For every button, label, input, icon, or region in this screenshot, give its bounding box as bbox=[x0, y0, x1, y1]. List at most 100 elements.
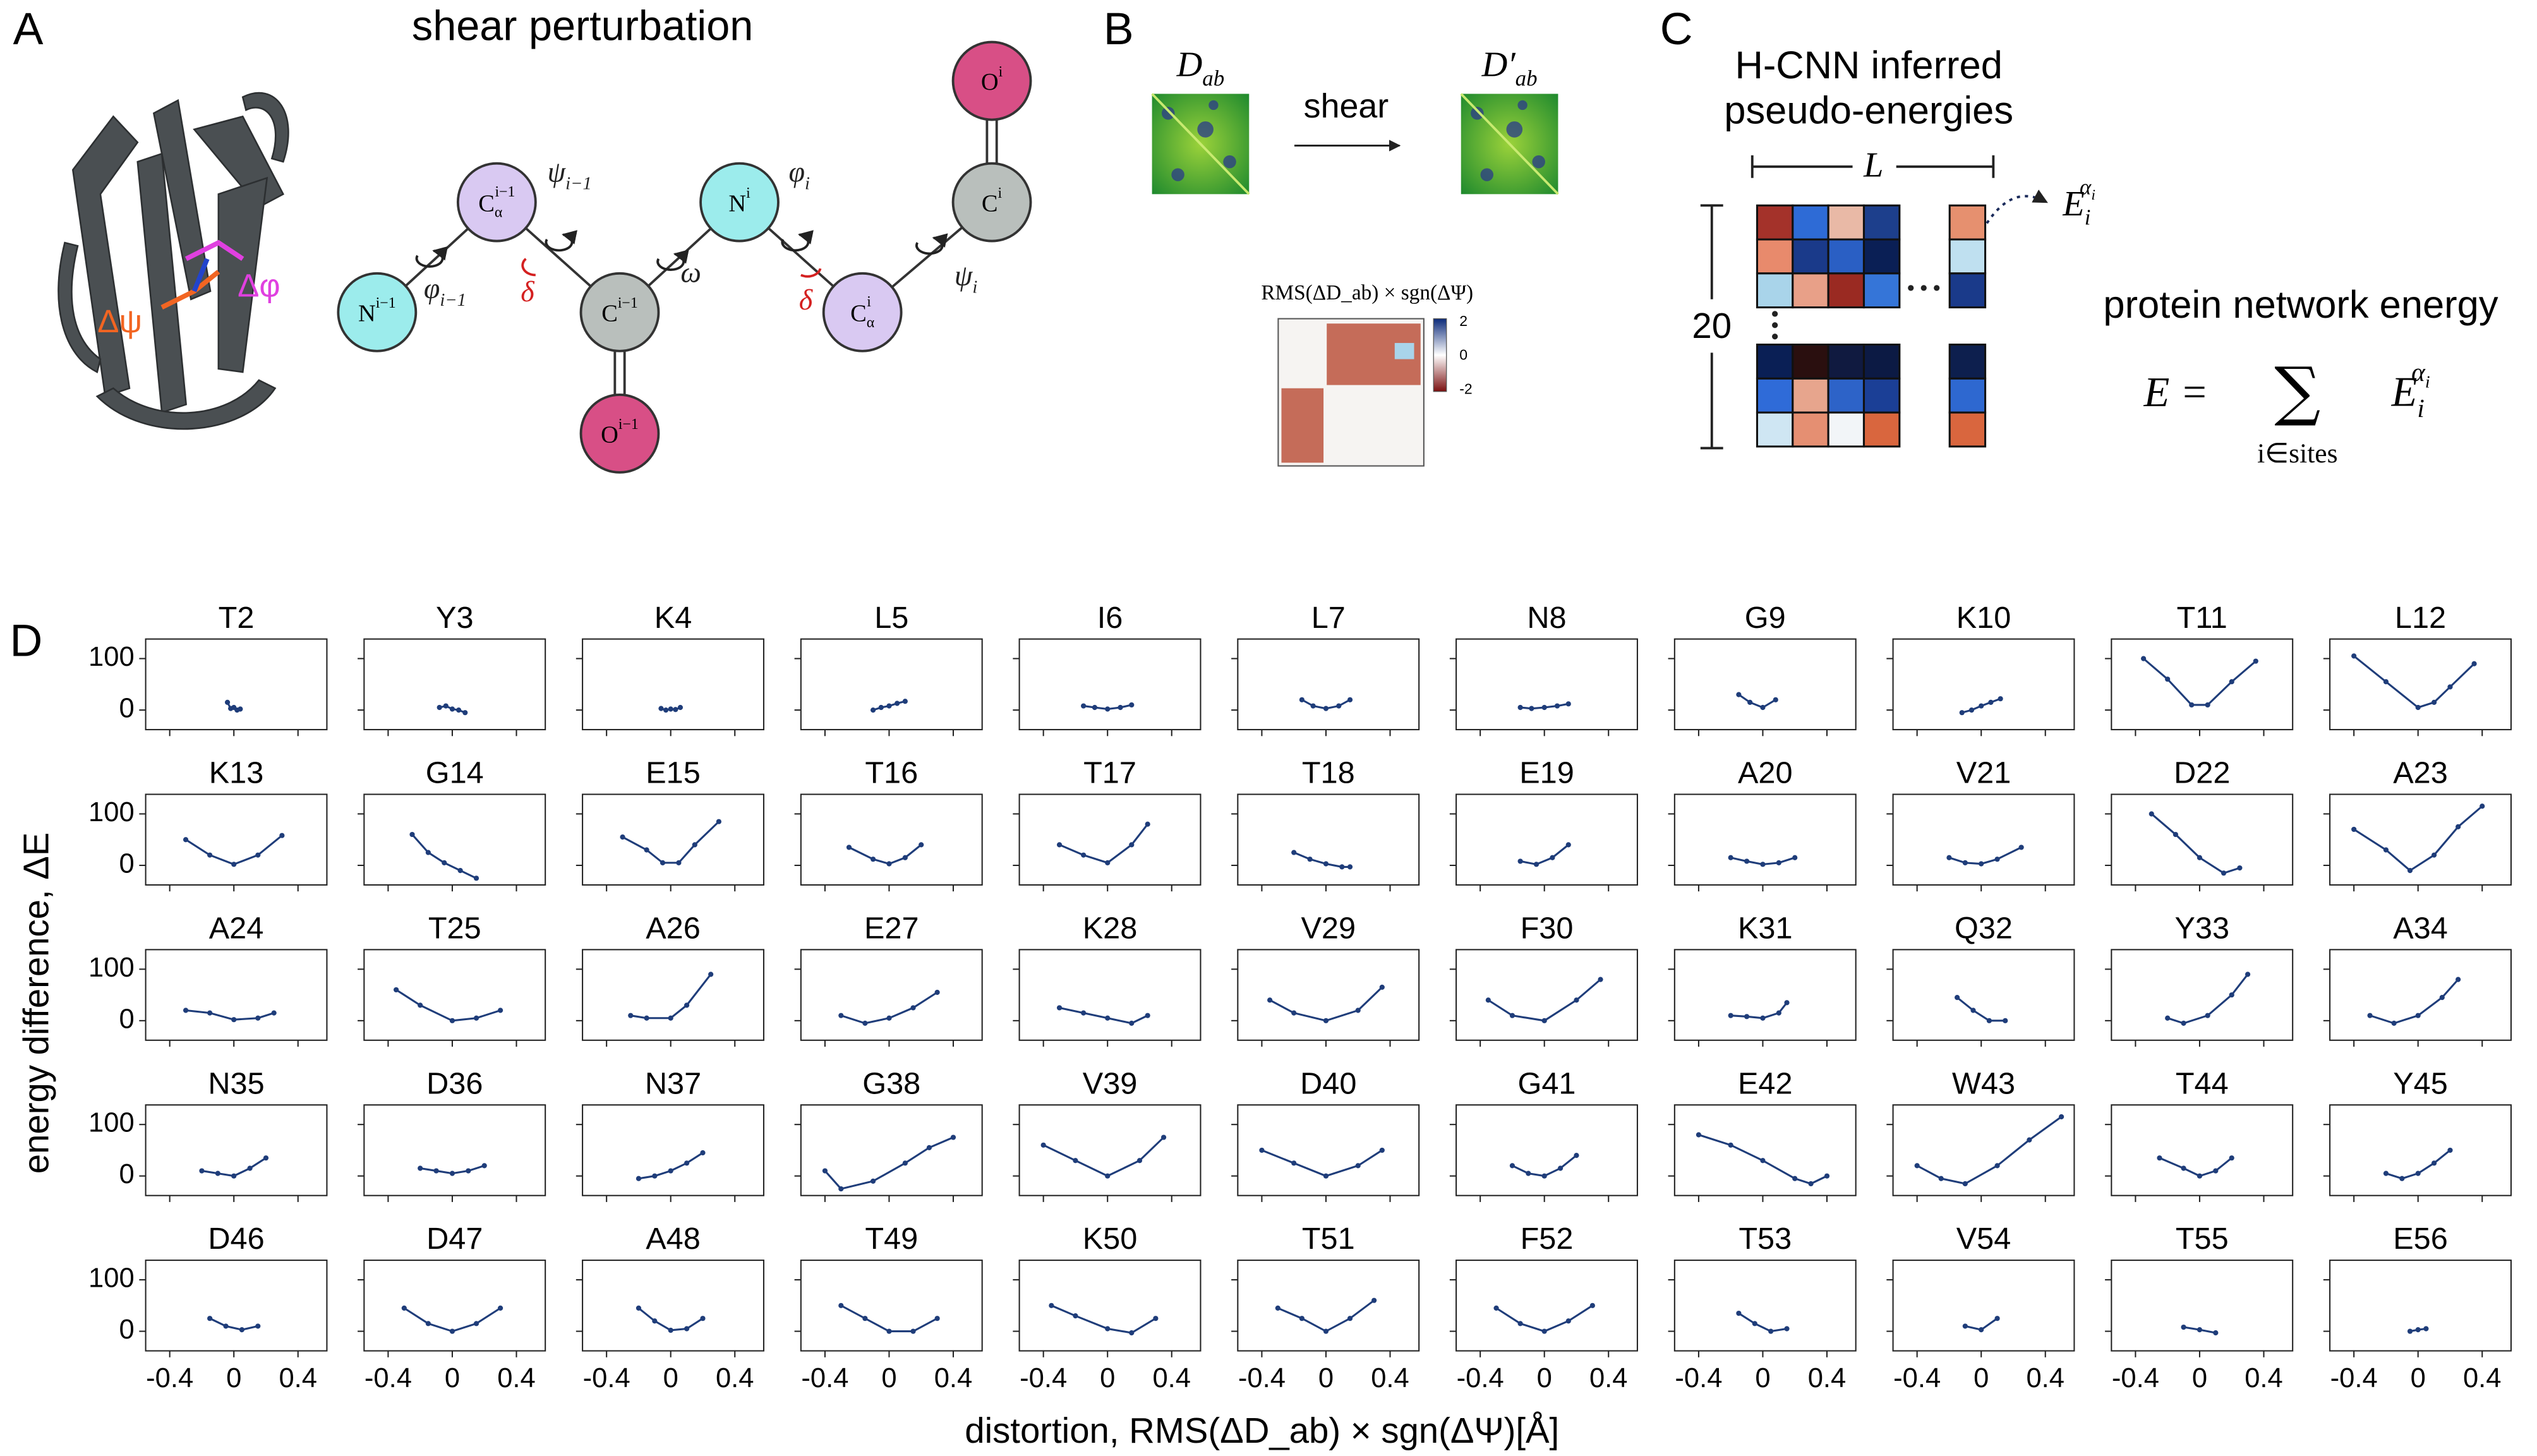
curve bbox=[1512, 1154, 1577, 1177]
point bbox=[1145, 1013, 1150, 1018]
point bbox=[716, 819, 721, 824]
point bbox=[692, 842, 697, 848]
curve bbox=[1051, 1304, 1157, 1334]
subplot-title: E27 bbox=[864, 911, 919, 945]
atom-label: Ci bbox=[982, 185, 1003, 217]
point bbox=[660, 860, 666, 865]
subplot-title: D46 bbox=[208, 1222, 264, 1256]
point bbox=[620, 834, 625, 840]
point bbox=[2181, 1020, 2186, 1026]
x-tick-label: 0 bbox=[1537, 1363, 1552, 1393]
point bbox=[668, 1327, 673, 1333]
atom-label-sub: α bbox=[867, 315, 874, 331]
ellipsis bbox=[1772, 285, 1940, 340]
angle-label: δ bbox=[521, 275, 535, 308]
subplot-title: G9 bbox=[1745, 601, 1786, 635]
point bbox=[183, 837, 189, 843]
point bbox=[279, 833, 285, 838]
grid-cell bbox=[1756, 343, 1794, 380]
x-tick-label: -0.4 bbox=[2330, 1363, 2378, 1393]
grid-cell bbox=[1827, 377, 1865, 414]
point bbox=[2197, 855, 2203, 860]
curve bbox=[2353, 655, 2475, 709]
point bbox=[628, 1013, 634, 1018]
map-label: D′ab bbox=[1481, 45, 1538, 90]
point bbox=[425, 850, 431, 855]
curve bbox=[637, 1307, 704, 1332]
point bbox=[658, 706, 664, 711]
plot-frame bbox=[582, 1104, 764, 1196]
point bbox=[1336, 703, 1342, 709]
plot-frame bbox=[2111, 949, 2294, 1041]
map-label: Dab bbox=[1176, 45, 1225, 90]
point bbox=[684, 1002, 690, 1008]
point bbox=[934, 1316, 940, 1321]
subplot-title: D47 bbox=[426, 1222, 483, 1256]
plot-frame bbox=[1673, 1104, 1857, 1196]
point bbox=[2351, 653, 2357, 659]
grid-cell bbox=[1792, 238, 1829, 275]
subplot-title: K31 bbox=[1738, 911, 1793, 945]
point bbox=[231, 862, 237, 867]
point bbox=[449, 1328, 455, 1334]
point bbox=[668, 706, 673, 712]
plot-frame bbox=[1018, 1104, 1202, 1196]
point bbox=[1752, 1321, 1757, 1327]
delta-phi: Δφ bbox=[238, 267, 280, 303]
grid-cell bbox=[1827, 272, 1865, 309]
x-tick-label: 0.4 bbox=[1589, 1363, 1628, 1393]
point bbox=[2165, 677, 2171, 682]
point bbox=[1323, 1018, 1329, 1023]
grid-cell bbox=[1792, 204, 1829, 241]
protein-cartoon bbox=[57, 92, 289, 430]
point bbox=[1744, 1014, 1750, 1020]
subplot-title: I6 bbox=[1097, 601, 1123, 635]
atom-label-sup: i−1 bbox=[618, 417, 639, 433]
point bbox=[2415, 1013, 2421, 1018]
map-title: RMS(ΔD_ab) × sgn(ΔΨ) bbox=[1261, 281, 1473, 304]
plot-frame bbox=[800, 1260, 983, 1352]
plot-frame bbox=[2329, 638, 2512, 731]
point bbox=[2447, 684, 2453, 690]
point bbox=[677, 704, 684, 711]
x-tick-label: -0.4 bbox=[583, 1363, 630, 1393]
point bbox=[700, 1316, 706, 1321]
distance-map bbox=[1151, 93, 1559, 467]
point bbox=[2229, 679, 2234, 685]
point bbox=[418, 1165, 423, 1171]
point bbox=[2213, 1168, 2219, 1174]
plot-frame bbox=[2329, 1104, 2512, 1196]
map-label-sub: ab bbox=[1202, 66, 1224, 90]
curve bbox=[1261, 1149, 1383, 1177]
subplot-title: G14 bbox=[426, 756, 484, 790]
plot-frame bbox=[1237, 949, 1420, 1041]
delta-psi: Δψ bbox=[97, 303, 142, 339]
x-tick-label: -0.4 bbox=[1457, 1363, 1504, 1393]
angle-label-base: ψ bbox=[548, 155, 567, 188]
point bbox=[1988, 699, 1994, 705]
x-tick-label: 0 bbox=[663, 1363, 678, 1393]
subplot-title: A23 bbox=[2393, 756, 2448, 790]
curve bbox=[1495, 1304, 1593, 1333]
point bbox=[2237, 865, 2243, 871]
energy-title: protein network energy bbox=[2103, 283, 2498, 327]
curve bbox=[1520, 844, 1569, 865]
angle-label-base: φ bbox=[789, 155, 805, 188]
point bbox=[1299, 697, 1305, 702]
rows-label: 20 bbox=[1692, 306, 1732, 346]
curve bbox=[403, 1307, 501, 1333]
grid-cell bbox=[1862, 204, 1901, 241]
angle-label-sub: i−1 bbox=[440, 291, 466, 310]
point bbox=[263, 1155, 269, 1161]
point bbox=[1541, 704, 1547, 711]
subplot-title: D36 bbox=[426, 1066, 483, 1100]
x-tick-label: 0 bbox=[1318, 1363, 1334, 1393]
point bbox=[926, 1145, 932, 1150]
angle-label: ω bbox=[680, 256, 701, 288]
point bbox=[1040, 1142, 1046, 1148]
point bbox=[902, 855, 908, 860]
point bbox=[1994, 857, 2000, 862]
x-tick-label: -0.4 bbox=[1675, 1363, 1722, 1393]
panel-label: D bbox=[9, 615, 42, 666]
point bbox=[1493, 1305, 1499, 1311]
